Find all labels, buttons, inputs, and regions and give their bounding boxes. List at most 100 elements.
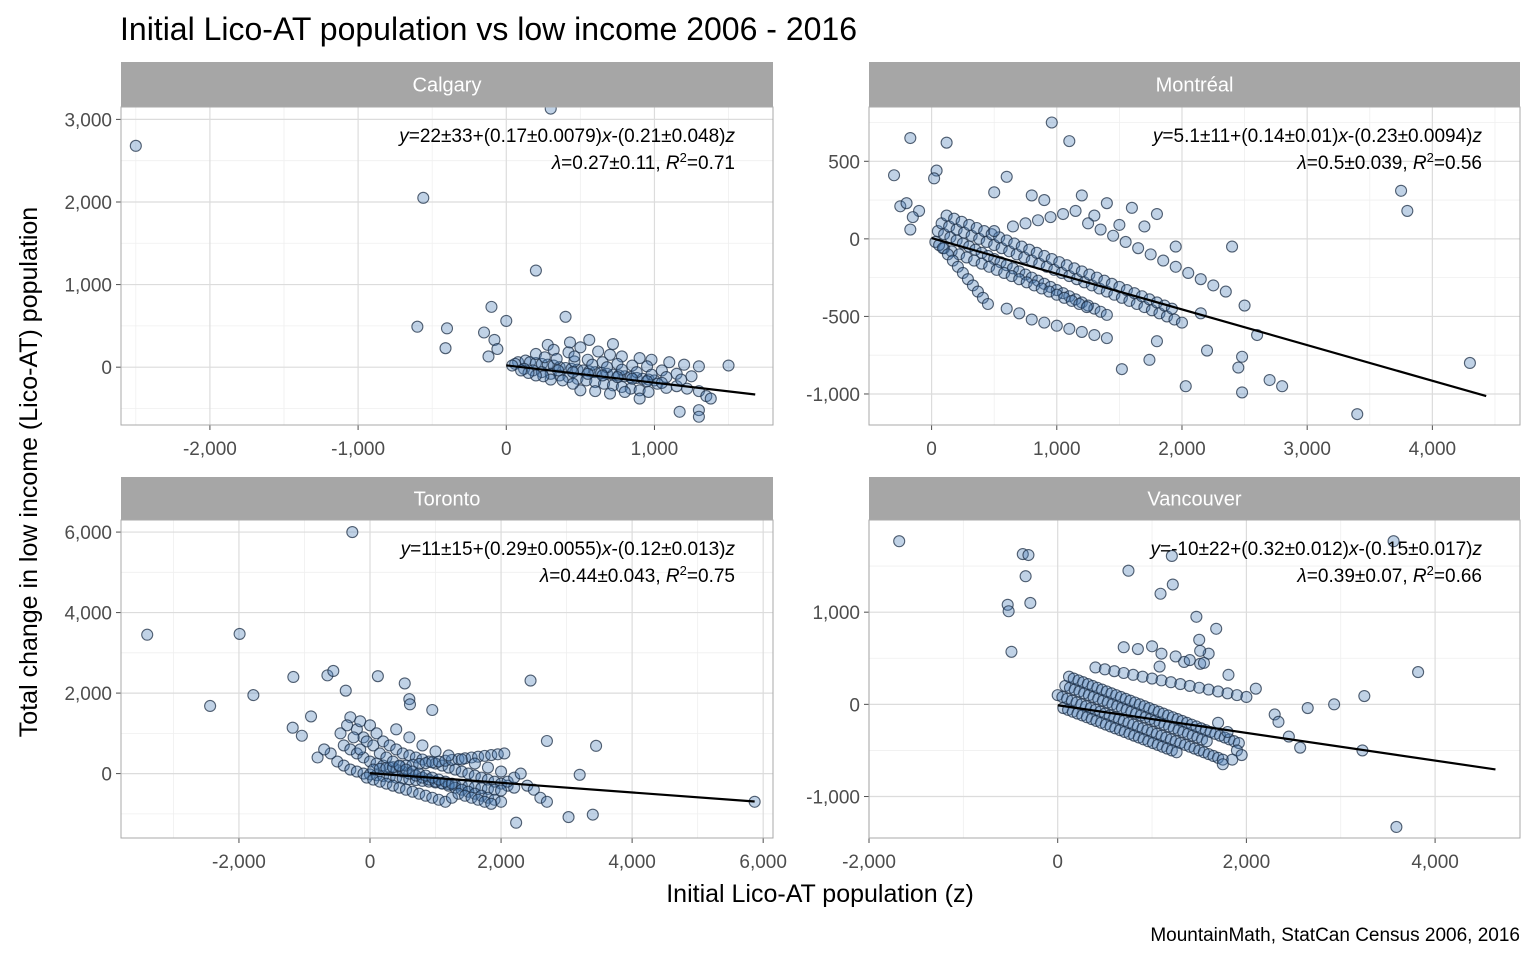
data-point (1119, 235, 1132, 249)
data-point (963, 218, 976, 231)
data-point (1165, 549, 1178, 562)
data-point (1226, 753, 1239, 766)
data-point (458, 789, 472, 802)
data-point (495, 765, 508, 778)
data-point (590, 739, 603, 752)
data-point (1088, 328, 1101, 342)
data-point (1358, 690, 1371, 703)
data-point (386, 755, 399, 768)
data-point (1045, 252, 1058, 266)
data-point (413, 787, 426, 800)
data-point (390, 743, 403, 756)
data-point (1069, 204, 1082, 217)
facet-strip (869, 62, 1520, 107)
data-point (442, 761, 455, 774)
data-point (233, 627, 246, 640)
points-layer (141, 526, 761, 829)
data-point (1170, 746, 1183, 759)
y-tick-label: 1,000 (812, 603, 860, 624)
data-point (380, 777, 393, 790)
data-point (1025, 313, 1038, 326)
data-point (1089, 661, 1102, 674)
data-point (524, 674, 537, 687)
equation-line-2: λ=0.27±0.11, R2=0.71 (551, 150, 735, 175)
data-point (1210, 622, 1223, 635)
data-point (360, 771, 373, 784)
data-point (1035, 282, 1048, 295)
panel-border (120, 519, 774, 839)
regression-line (506, 364, 756, 396)
data-point (1100, 197, 1113, 210)
data-point (1094, 223, 1107, 236)
data-point (1272, 715, 1285, 728)
data-point (975, 257, 988, 270)
data-point (540, 734, 553, 748)
chart-title: Initial Lico-AT population vs low income… (120, 11, 857, 47)
y-tick-label: -500 (822, 307, 860, 328)
data-point (286, 721, 299, 734)
data-point (1232, 737, 1245, 750)
data-point (465, 791, 478, 804)
data-point (318, 743, 331, 756)
data-point (1216, 753, 1229, 766)
x-tick-label: 0 (926, 439, 937, 460)
data-point (1117, 641, 1130, 654)
data-point (1019, 570, 1032, 583)
data-point (1183, 679, 1196, 692)
data-point (491, 342, 504, 356)
data-point (1090, 271, 1103, 284)
panel-3: Vancouver -2,000 0 2,000 4,000 -1,000 0 1,000 y=… (806, 477, 1521, 873)
data-point (1005, 645, 1018, 658)
data-point (1058, 291, 1071, 304)
data-point (940, 209, 953, 222)
data-point (692, 410, 705, 423)
data-point (455, 765, 468, 778)
data-point (1045, 116, 1058, 129)
x-tick-label: 2,000 (1223, 852, 1271, 873)
data-point (981, 297, 994, 311)
data-point (1122, 564, 1135, 577)
data-point (928, 172, 941, 185)
data-point (311, 751, 324, 764)
x-tick-label: 6,000 (739, 852, 787, 873)
data-point (346, 526, 359, 539)
data-point (514, 767, 527, 780)
data-point (350, 765, 363, 778)
data-point (1125, 201, 1138, 214)
regression-line (369, 772, 755, 803)
data-point (1276, 380, 1289, 393)
data-point (633, 392, 646, 405)
data-point (1028, 279, 1041, 292)
data-point (498, 747, 511, 760)
data-point (1155, 647, 1168, 660)
data-point (556, 374, 569, 387)
data-point (1182, 266, 1195, 280)
data-point (495, 795, 508, 808)
data-point (692, 404, 705, 417)
data-point (1038, 316, 1051, 329)
data-point (1000, 170, 1013, 183)
data-point (398, 677, 411, 690)
y-tick-label: -1,000 (806, 788, 860, 809)
data-point (544, 107, 557, 115)
data-point (900, 197, 913, 210)
data-point (485, 300, 498, 313)
data-point (589, 385, 602, 398)
data-point (360, 735, 373, 748)
data-point (481, 761, 495, 774)
data-point (204, 699, 217, 713)
data-point (472, 793, 485, 806)
data-point (624, 382, 637, 395)
data-point (1019, 217, 1032, 230)
data-point (341, 719, 354, 732)
data-point (1179, 380, 1192, 393)
data-point (1174, 678, 1187, 691)
data-point (906, 211, 919, 224)
data-point (534, 791, 547, 804)
data-point (1024, 596, 1037, 610)
data-point (393, 759, 406, 772)
x-tick-label: 2,000 (477, 852, 525, 873)
panel-2: Toronto -2,000 0 2,000 4,000 6,000 0 2,000 4,000… (64, 477, 787, 873)
data-point (1387, 535, 1400, 548)
data-point (344, 743, 357, 756)
